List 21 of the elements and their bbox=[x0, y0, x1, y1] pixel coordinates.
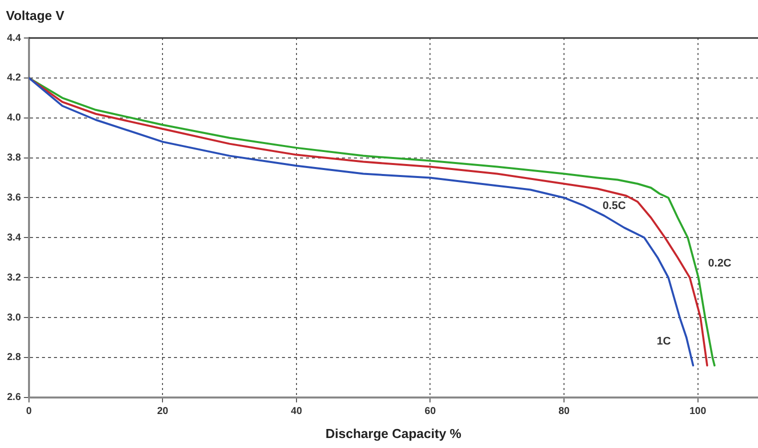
series-label: 0.2C bbox=[708, 258, 732, 270]
x-axis-title: Discharge Capacity % bbox=[326, 426, 462, 441]
y-tick-label: 4.4 bbox=[6, 32, 22, 44]
x-tick-label: 100 bbox=[689, 406, 707, 418]
x-tick-label: 40 bbox=[290, 406, 302, 418]
x-tick-label: 80 bbox=[558, 406, 570, 418]
x-tick-label: 20 bbox=[157, 406, 169, 418]
x-tick-label: 60 bbox=[424, 406, 436, 418]
y-tick-label: 4.2 bbox=[6, 72, 22, 84]
series-label: 1C bbox=[656, 336, 671, 348]
x-tick-label: 0 bbox=[26, 406, 32, 418]
y-tick-label: 3.4 bbox=[6, 232, 22, 244]
y-tick-label: 3.8 bbox=[6, 152, 22, 164]
series-label: 0.5C bbox=[602, 200, 626, 212]
y-tick-label: 2.8 bbox=[6, 352, 22, 364]
y-tick-label: 3.6 bbox=[6, 192, 22, 204]
y-tick-label: 2.6 bbox=[6, 392, 22, 404]
y-tick-label: 3.2 bbox=[6, 272, 22, 284]
y-tick-label: 4.0 bbox=[6, 112, 22, 124]
y-axis-title: Voltage V bbox=[6, 8, 64, 23]
y-tick-label: 3.0 bbox=[6, 312, 22, 324]
